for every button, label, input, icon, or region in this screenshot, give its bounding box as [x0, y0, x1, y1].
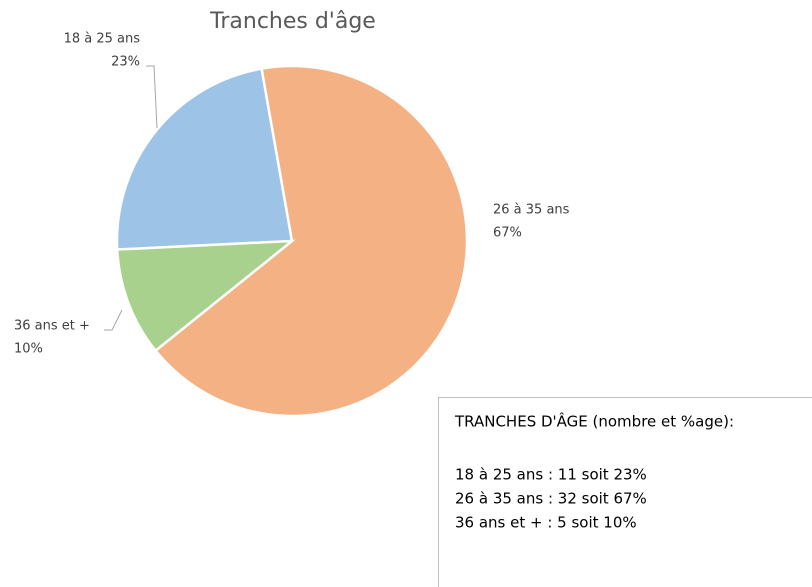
- text-box-line: 26 à 35 ans : 32 soit 67%: [455, 490, 647, 508]
- leader-line: [146, 65, 158, 129]
- pie-slice: [115, 239, 296, 353]
- text-box: [438, 397, 812, 587]
- text-box-title: TRANCHES D'ÂGE (nombre et %age):: [454, 412, 734, 431]
- data-label-name: 26 à 35 ans: [493, 203, 570, 218]
- data-label-name: 18 à 25 ans: [64, 32, 141, 47]
- data-label-name: 36 ans et +: [14, 319, 90, 334]
- chart-title: Tranches d'âge: [209, 9, 376, 34]
- text-box-line: 18 à 25 ans : 11 soit 23%: [455, 466, 647, 484]
- data-label-value: 67%: [493, 226, 522, 241]
- leader-line: [104, 309, 123, 331]
- pie-slice: [153, 64, 469, 418]
- data-label-value: 23%: [111, 55, 140, 70]
- pie-slice: [115, 67, 294, 251]
- data-label-value: 10%: [14, 342, 43, 357]
- text-box-line: 36 ans et + : 5 soit 10%: [455, 514, 637, 532]
